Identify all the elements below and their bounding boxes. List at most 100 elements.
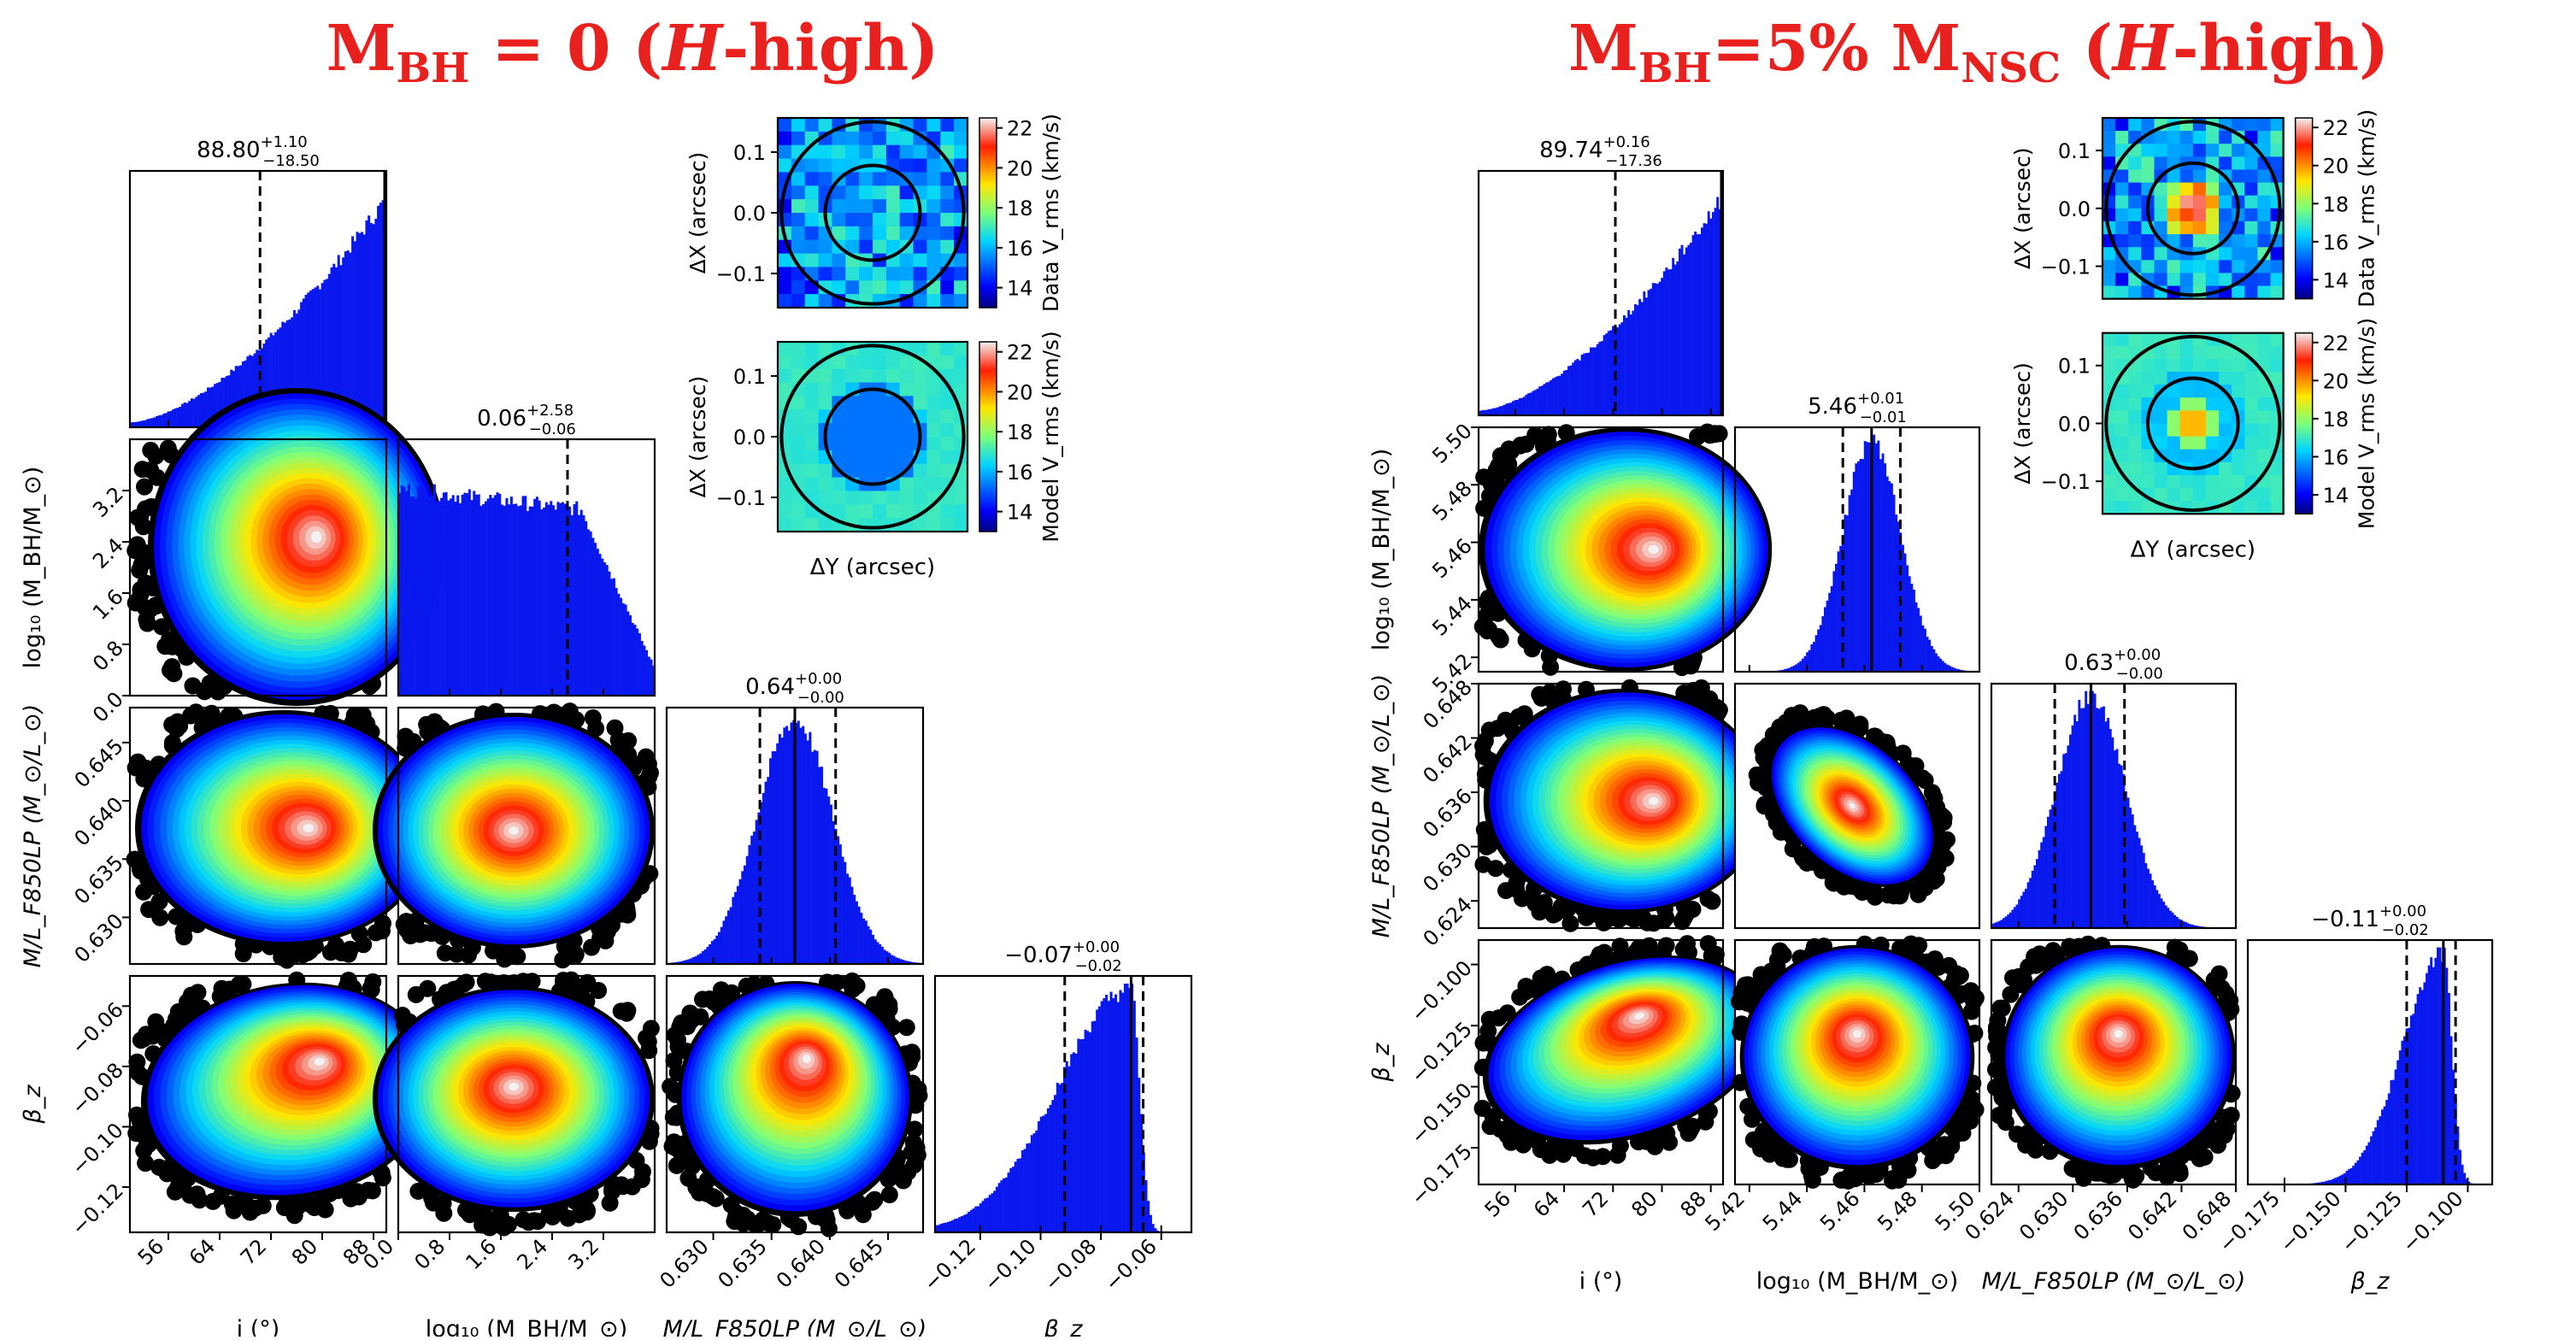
outlier-dot-left-3-2 <box>691 1184 708 1202</box>
outlier-dot-left-3-1 <box>526 1212 543 1229</box>
data-map-pixel <box>2141 286 2155 300</box>
data-map-pixel <box>859 213 873 226</box>
data-map-pixel <box>2167 260 2181 273</box>
hist-bar-beta <box>1008 1172 1010 1232</box>
hist-bar-beta <box>958 1217 961 1232</box>
data-map-pixel <box>2271 144 2285 157</box>
outlier-dot-right-3-1 <box>1803 1167 1820 1184</box>
hist-bar-beta <box>1056 1083 1059 1232</box>
data-map-pixel <box>832 254 845 267</box>
model-map-pixel <box>778 383 791 397</box>
hist-bar-ml <box>2020 896 2023 928</box>
hist-bar-beta <box>965 1214 967 1232</box>
data-map-pixel <box>873 172 886 185</box>
hist-bar-beta <box>998 1183 1001 1232</box>
hist-bar-log_mbh <box>1853 472 1856 672</box>
hist-bar-ml <box>825 789 827 964</box>
hist-bar-log_mbh <box>594 543 597 696</box>
outlier-dot-left-3-2 <box>708 1190 725 1208</box>
model-map-pixel <box>2232 450 2245 463</box>
data-map-pixel <box>2193 286 2207 300</box>
data-map-pixel <box>2128 247 2142 261</box>
hist-bar-beta <box>2432 967 2435 1184</box>
hist-bar-ml <box>2080 708 2083 928</box>
y-ticklabel-ml: 0.636 <box>1419 784 1477 842</box>
hist-bar-log_mbh <box>526 511 529 696</box>
hist-bar-beta <box>1059 1084 1062 1232</box>
hist-bar-i <box>1659 282 1661 415</box>
hist-bar-i <box>1552 379 1555 415</box>
hist-bar-i <box>379 203 382 427</box>
hist-bar-beta <box>961 1216 963 1232</box>
y-ticklabel-ml: 0.624 <box>1419 892 1477 950</box>
hist-bar-log_mbh <box>608 572 610 696</box>
data-map-pixel <box>859 145 873 159</box>
hist-bar-ml <box>876 943 879 964</box>
hist-bar-log_mbh <box>456 496 459 696</box>
data-map-pixel <box>954 280 967 294</box>
data-map-pixel <box>845 145 859 159</box>
model-map-pixel <box>2180 450 2194 463</box>
data-map-pixel <box>845 185 859 199</box>
model-map-pixel <box>2167 475 2181 489</box>
hist-bar-beta <box>1089 1032 1091 1232</box>
outlier-dot-right-3-0 <box>1503 1134 1520 1151</box>
model-map-pixel <box>926 518 940 532</box>
model-map-pixel <box>2271 372 2285 385</box>
model-map-pixel <box>873 504 886 518</box>
data-map-pixel <box>805 199 819 213</box>
model-map-pixel <box>2103 488 2116 502</box>
hist-bar-beta <box>1050 1105 1052 1232</box>
model-map-pixel <box>926 396 940 409</box>
hist-bar-beta <box>1000 1180 1003 1232</box>
model-map-pixel <box>805 450 819 464</box>
model-map-pixel <box>2206 488 2220 502</box>
hist-bar-beta <box>1085 1030 1087 1232</box>
data-map-pixel <box>805 254 819 267</box>
model-map-pixel <box>873 491 886 504</box>
hist-bar-beta <box>1024 1149 1026 1232</box>
hist-bar-beta <box>1075 1054 1078 1232</box>
hist-bar-beta <box>1150 1215 1152 1232</box>
model-map-pixel <box>2219 346 2232 360</box>
data-map-pixel <box>2128 183 2142 197</box>
data-map-pixel <box>926 159 940 173</box>
data-map-pixel <box>819 118 832 132</box>
model-map-pixel <box>900 369 914 383</box>
hist-bar-i <box>1656 284 1659 415</box>
hist-bar-log_mbh <box>1895 514 1897 672</box>
y-axis-label-ml: M/L_F850LP (M_⊙/L_⊙) <box>1368 674 1395 938</box>
data-map-pixel <box>805 240 819 254</box>
hist-bar-beta <box>970 1210 973 1232</box>
model-map-pixel <box>859 450 873 464</box>
hist-bar-ml <box>844 862 846 964</box>
hist-bar-log_mbh <box>559 503 562 696</box>
hist-bar-i <box>1712 212 1714 415</box>
model-map-pixel <box>778 504 791 518</box>
hist-bar-beta <box>1051 1100 1054 1232</box>
data-map-pixel <box>845 132 859 145</box>
hist-bar-i <box>1505 403 1508 415</box>
model-map-pixel <box>2115 346 2129 360</box>
model-map-pixel <box>2206 359 2220 373</box>
hist-bar-log_mbh <box>1815 635 1818 672</box>
model-map-pixel <box>2219 462 2232 476</box>
hist-bar-log_mbh <box>1932 649 1935 672</box>
hist-bar-beta <box>1012 1167 1015 1232</box>
hist-bar-beta <box>2367 1143 2370 1184</box>
model-map-pixel <box>832 437 845 450</box>
x-ticklabel-ml: 0.640 <box>772 1234 830 1292</box>
hist-bar-log_mbh <box>587 529 590 696</box>
data-map-pixel <box>914 118 927 132</box>
model-map-pixel <box>2206 397 2220 411</box>
model-map-pixel <box>2257 333 2271 347</box>
contour-level-right-2-0 <box>1649 797 1659 805</box>
model-map-pixel <box>2167 410 2181 424</box>
x-ticklabel-ml: 0.645 <box>830 1234 888 1292</box>
hist-bar-beta <box>2390 1080 2392 1184</box>
hist-bar-log_mbh <box>638 633 641 696</box>
hist-bar-log_mbh <box>401 485 403 696</box>
data-map-pixel <box>2244 196 2258 209</box>
model-map-pixel <box>2271 359 2285 373</box>
